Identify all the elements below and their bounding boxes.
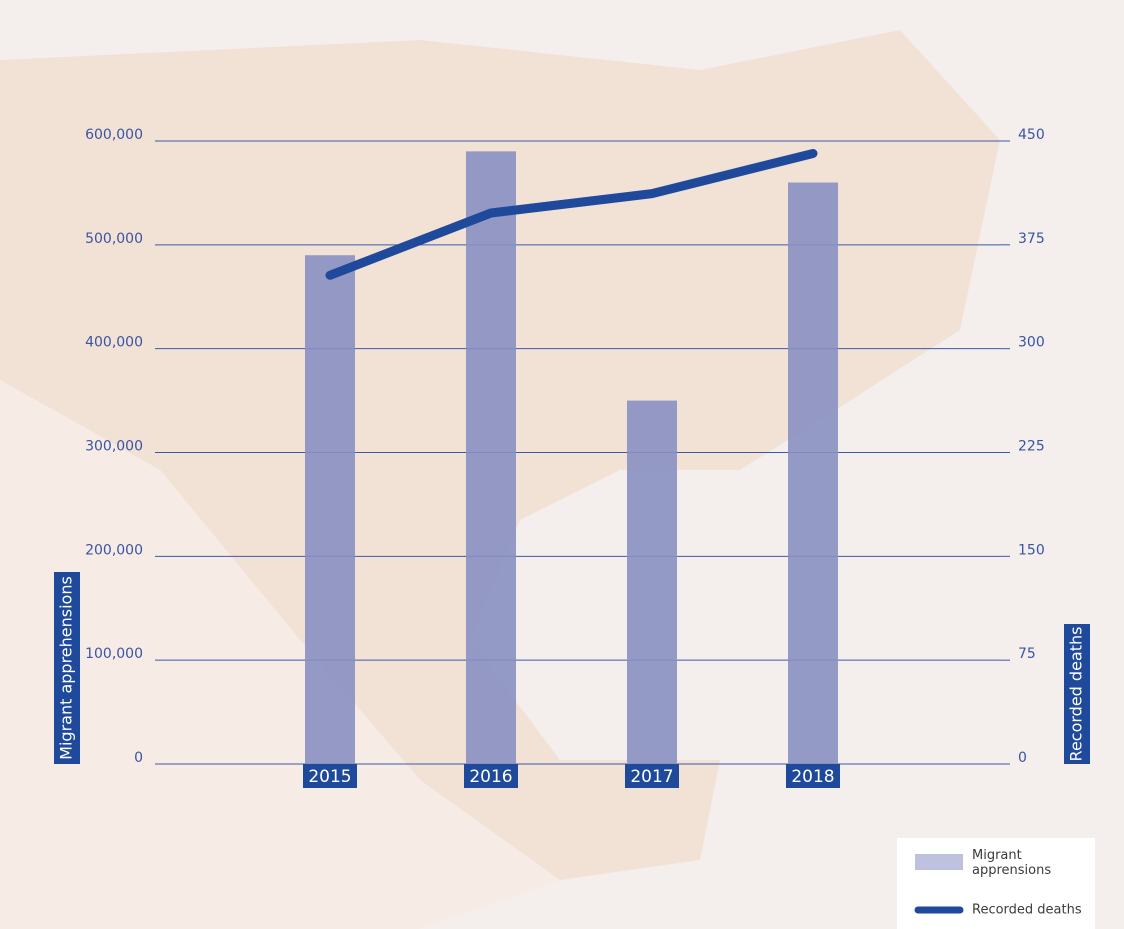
y2-tick-label: 75: [1018, 646, 1036, 662]
x-tick-label: 2018: [791, 767, 834, 787]
y-tick-label: 600,000: [85, 127, 143, 143]
bar: [466, 151, 516, 765]
x-tick-box: [303, 764, 357, 788]
map-land: [0, 380, 560, 929]
y-tick-label: 200,000: [85, 542, 143, 558]
y-tick-label: 400,000: [85, 335, 143, 351]
legend-swatch: [915, 854, 963, 870]
x-tick-box: [625, 764, 679, 788]
x-tick-label: 2015: [308, 767, 351, 787]
bar: [627, 400, 677, 764]
y2-tick-label: 225: [1018, 439, 1045, 455]
bar: [788, 182, 838, 765]
y2-axis-label: Recorded deaths: [1067, 627, 1086, 762]
x-tick-label: 2017: [630, 767, 673, 787]
y2-tick-label: 0: [1018, 750, 1027, 766]
y-tick-label: 0: [134, 750, 143, 766]
x-tick-box: [464, 764, 518, 788]
y2-tick-label: 375: [1018, 231, 1045, 247]
y2-tick-label: 300: [1018, 335, 1045, 351]
legend-box: [897, 838, 1095, 929]
y2-tick-label: 450: [1018, 127, 1045, 143]
bar: [305, 255, 355, 764]
x-tick-box: [786, 764, 840, 788]
y-tick-label: 500,000: [85, 231, 143, 247]
y-tick-label: 100,000: [85, 646, 143, 662]
y2-label-box: [1064, 624, 1090, 764]
legend-label: Migrant apprensions: [972, 848, 1051, 878]
y2-tick-label: 150: [1018, 542, 1045, 558]
line: [325, 148, 818, 280]
y-tick-label: 300,000: [85, 439, 143, 455]
x-tick-label: 2016: [469, 767, 512, 787]
y-axis-label: Migrant apprehensions: [57, 576, 76, 760]
legend-label: Recorded deaths: [972, 903, 1082, 918]
y-label-box: [54, 572, 80, 764]
